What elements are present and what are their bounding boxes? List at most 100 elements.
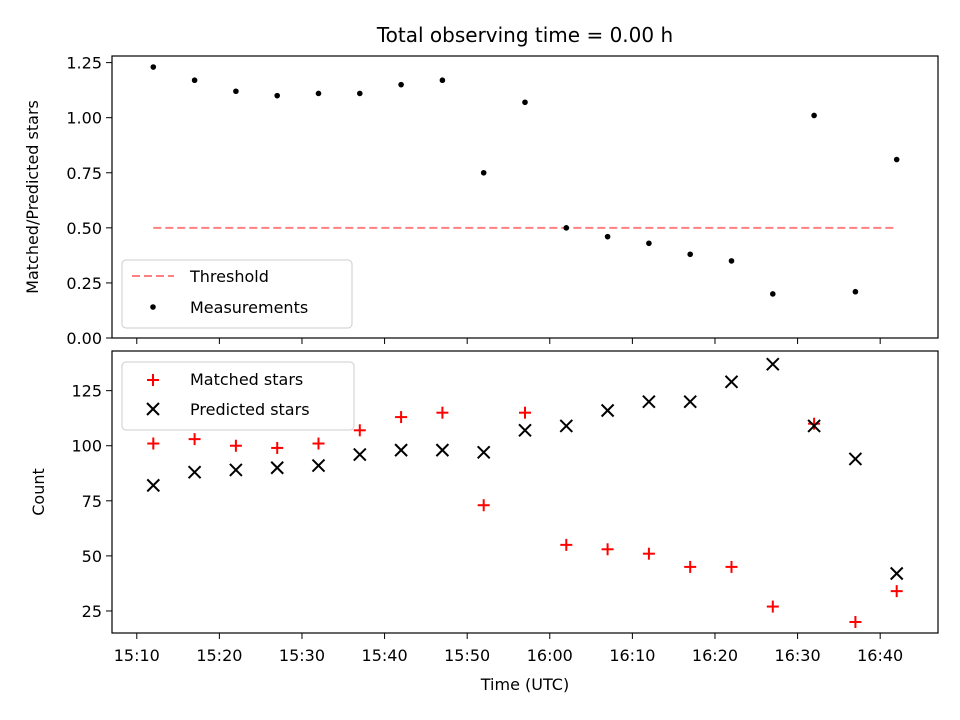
matched-stars-point xyxy=(519,406,531,419)
count-plot-area xyxy=(111,350,939,634)
count-y-tick-label: 25 xyxy=(82,602,102,621)
matched-stars-point xyxy=(436,406,449,419)
measurement-point xyxy=(480,169,487,176)
measurement-point xyxy=(357,90,363,97)
matched-stars-point xyxy=(477,499,490,512)
measurement-point xyxy=(439,77,446,84)
legend-predicted-label: Predicted stars xyxy=(190,400,310,419)
ratio-y-tick-label: 0.25 xyxy=(66,274,102,293)
predicted-stars-point xyxy=(146,478,161,493)
predicted-stars-point xyxy=(559,419,574,433)
matched-stars-point xyxy=(560,538,573,551)
ratio-y-axis-label: Matched/Predicted stars xyxy=(23,100,42,294)
count-panel: Count Time (UTC) 15:10 15:20 15:30 15:40 15:… xyxy=(29,350,939,694)
matched-stars-point xyxy=(849,615,862,628)
ratio-panel: Total observing time = 0.00 h Matched/Pr… xyxy=(23,23,939,348)
ratio-y-tick-label: 1.00 xyxy=(66,109,102,128)
predicted-stars-point xyxy=(848,452,863,466)
predicted-stars-point xyxy=(476,445,491,460)
matched-stars-point xyxy=(353,424,366,437)
predicted-stars-point xyxy=(889,566,904,581)
measurement-point xyxy=(563,225,570,231)
predicted-stars-point xyxy=(807,419,821,433)
measurement-point xyxy=(191,77,198,84)
matched-stars-point xyxy=(766,600,779,613)
measurement-point xyxy=(315,90,322,97)
predicted-stars-point xyxy=(229,463,243,477)
ratio-y-tick-label: 0.50 xyxy=(66,219,102,238)
count-y-tick-label: 100 xyxy=(71,437,102,456)
matched-stars-point xyxy=(808,417,821,430)
x-tick-label: 16:40 xyxy=(857,646,903,665)
measurement-point xyxy=(852,288,859,295)
ratio-y-tick-label: 0.00 xyxy=(66,329,102,348)
legend-predicted-swatch xyxy=(146,402,160,416)
chart-title: Total observing time = 0.00 h xyxy=(376,23,673,47)
measurement-point xyxy=(770,291,776,297)
matched-stars-point xyxy=(271,441,284,454)
measurement-point xyxy=(604,233,611,240)
x-tick-label: 16:20 xyxy=(692,646,738,665)
legend-threshold-label: Threshold xyxy=(189,267,269,286)
predicted-stars-point xyxy=(270,461,284,475)
predicted-stars-point xyxy=(724,375,739,389)
count-legend: Matched stars Predicted stars xyxy=(121,361,355,431)
ratio-legend: Threshold Measurements xyxy=(121,259,353,329)
predicted-stars-point xyxy=(518,423,532,438)
matched-stars-point xyxy=(188,433,201,446)
measurement-point xyxy=(811,112,817,119)
ratio-marks xyxy=(150,64,900,297)
count-y-tick-label: 50 xyxy=(82,547,102,566)
count-marks xyxy=(146,357,904,628)
matched-stars-point xyxy=(229,439,242,452)
measurement-point xyxy=(398,81,404,88)
measurement-point xyxy=(150,64,157,70)
matched-stars-point xyxy=(601,543,614,556)
measurement-point xyxy=(233,88,239,95)
legend-measurements-label: Measurements xyxy=(190,298,308,317)
matched-stars-point xyxy=(684,560,697,573)
measurement-point xyxy=(687,251,693,258)
x-tick-label: 16:30 xyxy=(775,646,821,665)
predicted-stars-point xyxy=(642,394,656,409)
x-tick-label: 15:50 xyxy=(444,646,490,665)
predicted-stars-point xyxy=(683,394,697,409)
predicted-stars-point xyxy=(766,357,780,371)
matched-stars-point xyxy=(312,437,325,450)
legend-measurements-swatch xyxy=(150,304,156,310)
x-tick-label: 15:40 xyxy=(362,646,408,665)
x-tick-label: 15:10 xyxy=(114,646,160,665)
count-y-tick-label: 125 xyxy=(71,382,102,401)
predicted-stars-point xyxy=(187,465,202,479)
ratio-legend-box xyxy=(121,259,353,329)
matched-stars-point xyxy=(147,437,160,450)
count-y-axis-label: Count xyxy=(29,468,48,516)
predicted-stars-point xyxy=(394,443,408,457)
x-tick-label: 15:30 xyxy=(279,646,325,665)
matched-stars-point xyxy=(395,411,408,424)
legend-matched-swatch xyxy=(147,374,159,386)
count-ticks: 15:10 15:20 15:30 15:40 15:50 16:00 16:10 16:20… xyxy=(71,382,903,665)
ratio-plot-area xyxy=(111,55,939,339)
predicted-stars-point xyxy=(353,447,367,462)
ratio-y-tick-label: 1.25 xyxy=(66,54,102,73)
count-legend-box xyxy=(121,361,355,431)
matched-stars-point xyxy=(890,585,903,598)
predicted-stars-point xyxy=(435,443,450,457)
measurement-point xyxy=(646,240,652,247)
x-axis-label: Time (UTC) xyxy=(480,675,569,694)
predicted-stars-point xyxy=(600,403,615,418)
legend-matched-label: Matched stars xyxy=(190,370,303,389)
x-tick-label: 15:20 xyxy=(196,646,242,665)
count-y-tick-label: 75 xyxy=(82,492,102,511)
measurement-point xyxy=(728,258,735,264)
matched-stars-point xyxy=(642,547,655,560)
x-tick-label: 16:10 xyxy=(609,646,655,665)
measurement-point xyxy=(274,92,281,99)
x-tick-label: 16:00 xyxy=(527,646,573,665)
matched-stars-point xyxy=(725,560,738,573)
ratio-ticks: 0.00 0.25 0.50 0.75 1.00 1.25 xyxy=(66,54,881,348)
measurement-point xyxy=(522,99,528,106)
measurement-point xyxy=(893,156,900,163)
